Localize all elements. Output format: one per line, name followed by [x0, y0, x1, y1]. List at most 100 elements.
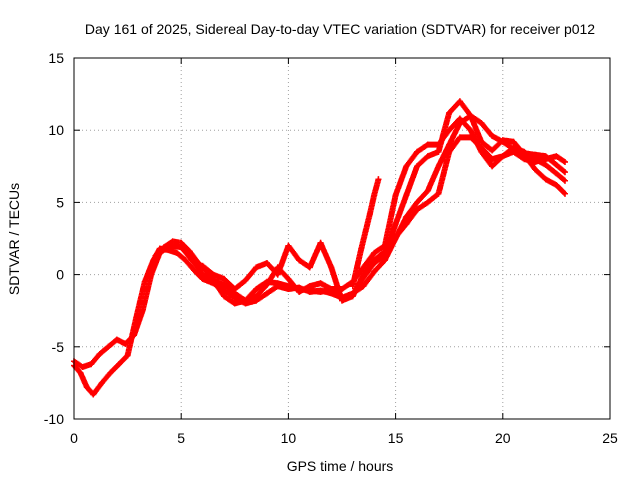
- data-point: [182, 257, 189, 264]
- data-point: [542, 156, 549, 163]
- data-point: [83, 384, 90, 391]
- data-point: [381, 248, 388, 255]
- data-point: [263, 290, 270, 297]
- data-point: [446, 141, 453, 148]
- data-point: [561, 177, 568, 184]
- y-tick-label: -5: [52, 339, 65, 355]
- plot-frame: [73, 57, 611, 420]
- data-point: [221, 281, 228, 288]
- data-point: [403, 221, 410, 228]
- data-point: [531, 166, 538, 173]
- data-point: [285, 275, 292, 282]
- data-point: [212, 280, 219, 287]
- data-point: [435, 148, 442, 155]
- y-tick-label: -10: [44, 411, 64, 427]
- data-point: [231, 286, 238, 293]
- data-point: [521, 156, 528, 163]
- data-point: [263, 260, 270, 267]
- data-point: [424, 187, 431, 194]
- x-tick-label: 10: [281, 430, 297, 446]
- data-point: [446, 109, 453, 116]
- data-point: [414, 163, 421, 170]
- series-track-5: [349, 176, 382, 290]
- data-point: [328, 264, 335, 271]
- data-point: [392, 221, 399, 228]
- data-point: [360, 264, 367, 271]
- data-point: [105, 343, 112, 350]
- data-point: [152, 252, 159, 259]
- data-point: [561, 158, 568, 165]
- data-point: [358, 245, 365, 252]
- data-point: [178, 239, 185, 246]
- axis-ticks: [73, 57, 611, 420]
- y-tick-label: 0: [56, 267, 64, 283]
- data-point: [339, 297, 345, 304]
- data-point: [107, 369, 114, 376]
- y-tick-label: 10: [48, 122, 64, 138]
- data-point: [553, 182, 560, 189]
- data-point: [424, 141, 431, 148]
- data-point: [392, 192, 399, 199]
- data-point: [285, 283, 292, 290]
- data-point: [489, 147, 496, 154]
- y-axis-label: SDTVAR / TECUs: [6, 183, 22, 295]
- data-point: [561, 190, 568, 197]
- data-point: [561, 169, 568, 176]
- data-point: [510, 148, 517, 155]
- data-point: [221, 293, 228, 300]
- data-point: [77, 369, 84, 376]
- data-point: [542, 161, 549, 168]
- data-point: [186, 248, 193, 255]
- data-point: [231, 300, 238, 307]
- data-point: [124, 352, 131, 359]
- data-point: [354, 264, 361, 271]
- data-point: [424, 199, 431, 206]
- series-track-4: [199, 134, 568, 304]
- data-point: [169, 238, 176, 245]
- data-point: [349, 283, 356, 290]
- data-point: [285, 242, 292, 249]
- data-point: [414, 206, 421, 213]
- data-point: [96, 351, 103, 358]
- data-point: [148, 271, 155, 278]
- data-point: [253, 286, 260, 293]
- data-point: [489, 163, 496, 170]
- data-point: [403, 213, 410, 220]
- data-point: [424, 153, 431, 160]
- data-point: [435, 190, 442, 197]
- data-point: [274, 271, 281, 278]
- y-tick-label: 15: [48, 50, 64, 66]
- data-point: [542, 176, 549, 183]
- data-point: [199, 262, 206, 269]
- data-point: [478, 138, 485, 145]
- data-point: [263, 281, 270, 288]
- data-point: [553, 170, 560, 177]
- data-point: [253, 264, 260, 271]
- data-point: [553, 153, 560, 160]
- data-point: [467, 127, 474, 134]
- data-point: [253, 293, 260, 300]
- data-point: [139, 307, 146, 314]
- data-point: [366, 210, 373, 217]
- data-point: [113, 336, 120, 343]
- data-point: [371, 257, 378, 264]
- x-tick-labels: 0 5 10 15 20 25: [70, 430, 618, 446]
- data-point: [191, 267, 198, 274]
- data-point: [478, 119, 485, 126]
- data-point: [131, 332, 138, 339]
- data-point: [371, 192, 378, 199]
- data-point: [489, 156, 496, 163]
- data-point: [296, 288, 303, 295]
- x-tick-label: 15: [388, 430, 404, 446]
- y-tick-label: 5: [56, 194, 64, 210]
- data-point: [296, 257, 303, 264]
- data-point: [221, 275, 228, 282]
- data-point: [371, 268, 378, 275]
- data-point: [499, 137, 506, 144]
- data-point: [195, 260, 202, 267]
- data-point: [90, 391, 97, 398]
- data-point: [116, 361, 123, 368]
- data-point: [360, 271, 367, 278]
- data-point: [306, 283, 313, 290]
